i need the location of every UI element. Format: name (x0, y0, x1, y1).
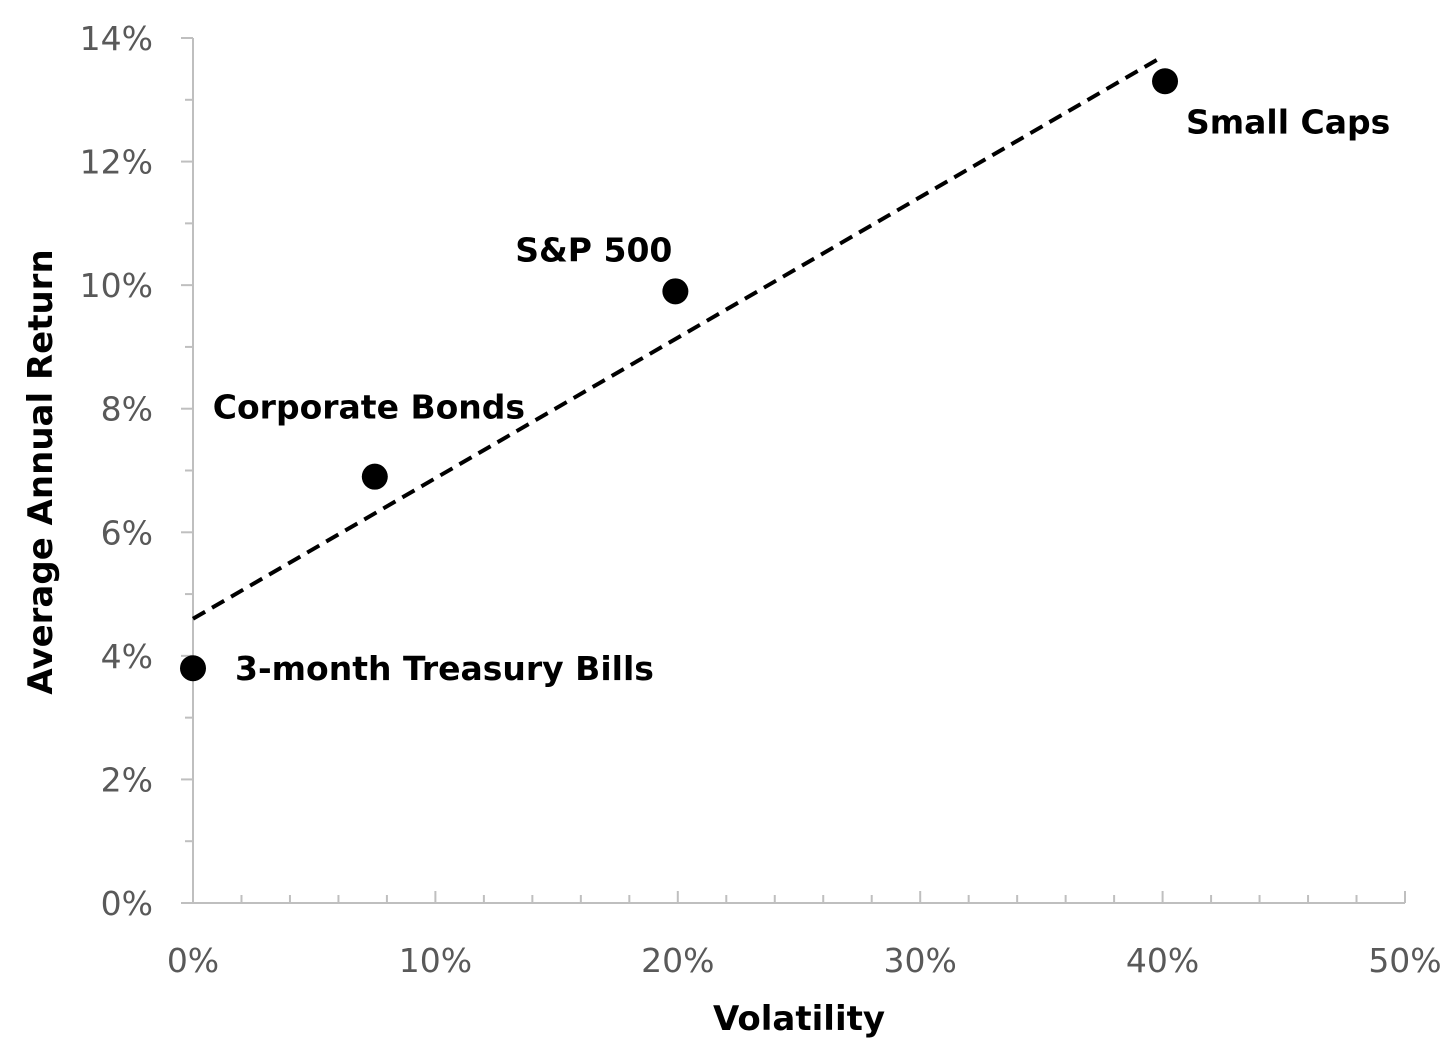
x-axis-title: Volatility (713, 999, 885, 1039)
x-tick-label: 40% (1126, 941, 1199, 980)
x-tick-label: 50% (1368, 941, 1441, 980)
trendline (191, 54, 1164, 621)
x-tick-label: 10% (399, 941, 472, 980)
y-tick-label: 10% (80, 266, 153, 305)
y-tick-label: 14% (80, 19, 153, 58)
y-tick-label: 6% (101, 513, 153, 552)
y-tick-label: 4% (101, 637, 153, 676)
y-tick-label: 2% (101, 760, 153, 799)
axes (181, 37, 1406, 904)
y-tick-label: 8% (101, 390, 153, 429)
trendline-layer (191, 54, 1164, 621)
data-point (180, 655, 206, 682)
data-label: Corporate Bonds (213, 388, 525, 427)
x-tick-label: 20% (641, 941, 714, 980)
data-label: 3-month Treasury Bills (235, 649, 654, 688)
data-label: Small Caps (1186, 102, 1390, 141)
y-tick-label: 12% (80, 143, 153, 182)
x-tick-label: 0% (167, 941, 219, 980)
data-point (1152, 68, 1179, 95)
data-label: S&P 500 (515, 230, 672, 269)
data-point (361, 463, 388, 490)
y-axis-title: Average Annual Return (21, 249, 61, 694)
point-labels: 3-month Treasury Bills Corporate Bonds S&P… (213, 102, 1391, 688)
tick-labels: 0% 2% 4% 6% 8% 10% 12% 14% 0% 10% 20% 30% 40% 50% (80, 19, 1442, 980)
x-tick-label: 30% (884, 941, 957, 980)
y-tick-label: 0% (101, 884, 153, 923)
data-point (662, 278, 689, 305)
data-points (180, 68, 1179, 682)
